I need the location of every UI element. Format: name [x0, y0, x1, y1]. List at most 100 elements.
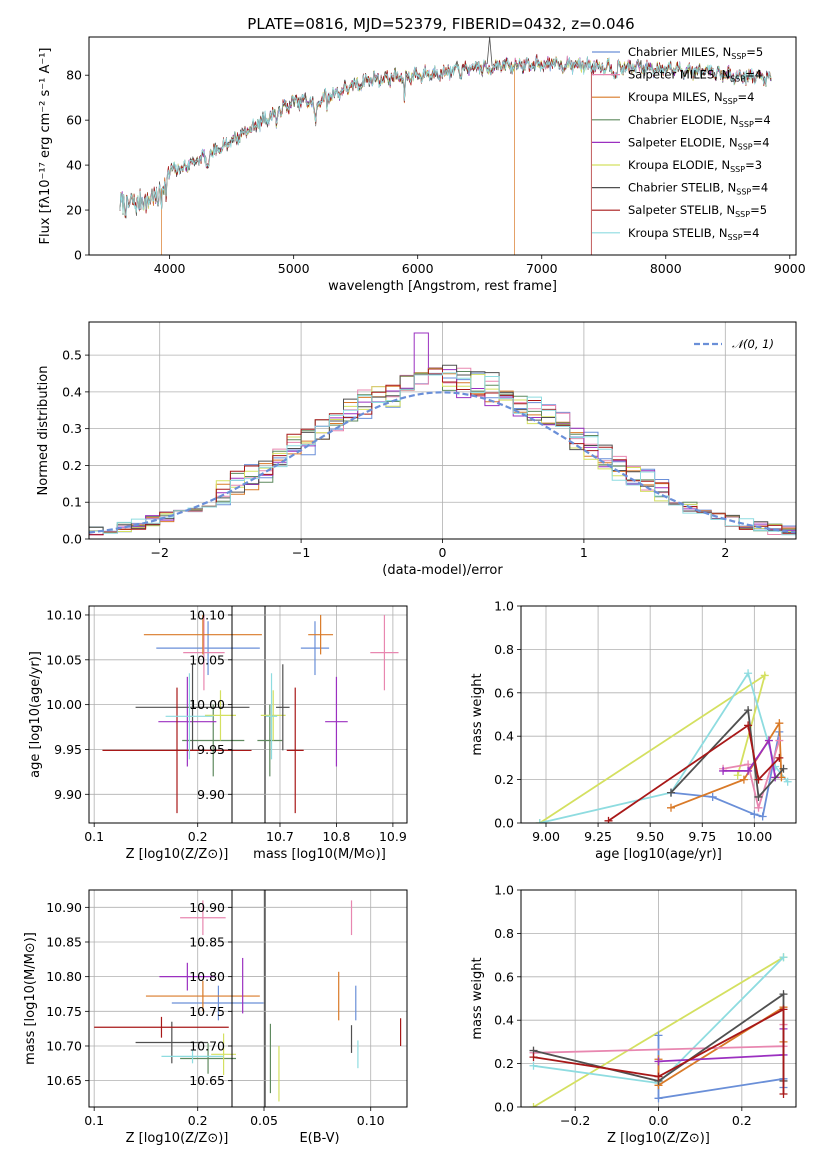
panel-weight-vs-Z: −0.2 0.0 0.2 0.0 0.2 0.4 0.6 0.8 1.0 Z [log10(Z/Z… [470, 883, 797, 1146]
x-tick-label: 9.25 [584, 829, 612, 844]
x-axis-label: wavelength [Angstrom, rest frame] [328, 279, 557, 294]
series-salpeter-elodie [654, 1024, 788, 1066]
series-marker [783, 777, 792, 786]
errorbar-salpeter-elodie [158, 676, 217, 767]
legend-count: =4 [745, 68, 762, 82]
errorbar-kroupa-miles [143, 614, 262, 655]
errorbar-salpeter-elodie [159, 962, 216, 991]
y-tick-label: 10.05 [189, 652, 225, 667]
y-tick-label: 40 [66, 158, 82, 173]
series-marker [758, 812, 767, 821]
y-axis-label: mass [log10(M/M⊙)] [23, 932, 38, 1065]
y-tick-label: 0.8 [494, 926, 514, 941]
series-line [658, 1028, 785, 1063]
legend-subscript: SSP [739, 120, 754, 129]
series-marker [708, 792, 717, 801]
series-marker [744, 669, 753, 678]
x-axis-label: Z [log10(Z/Z⊙)] [126, 847, 229, 862]
x-tick-label: 10.8 [323, 829, 351, 844]
x-tick-label: 0.0 [649, 1113, 669, 1128]
x-tick-label: 5000 [278, 261, 310, 276]
series-chabrier-miles [667, 727, 784, 821]
series-line [723, 738, 777, 778]
series-marker [719, 766, 728, 775]
errorbar-chabrier-miles [171, 985, 265, 1021]
y-tick-label: 0.2 [62, 458, 82, 473]
x-tick-label: 9.50 [636, 829, 664, 844]
series-line [539, 671, 789, 823]
series-marker [654, 1031, 663, 1040]
y-tick-label: 10.85 [189, 934, 225, 949]
y-tick-label: 10.75 [46, 1004, 82, 1019]
x-tick-label: 2 [721, 545, 729, 560]
errorbars [242, 900, 402, 1102]
series-marker [667, 803, 675, 812]
spectrum-line-kroupa-stelib [119, 56, 772, 216]
x-tick-label: 10.00 [736, 829, 772, 844]
axes-frame [231, 605, 408, 824]
x-tick-label: 0.05 [250, 1113, 278, 1128]
panel-age-vs-Z: 0.1 0.2 9.90 9.95 10.00 10.05 10.10 Z [log10(Z/… [28, 605, 266, 862]
figure-title: PLATE=0816, MJD=52379, FIBERID=0432, z=0… [247, 15, 634, 33]
legend-entry-salpeter-stelib: Salpeter STELIB, NSSP=5 [628, 203, 767, 219]
errorbars [102, 614, 262, 814]
x-tick-label: 0.1 [84, 829, 104, 844]
legend-subscript: SSP [735, 210, 750, 219]
series-marker [739, 775, 748, 784]
y-tick-label: 0.0 [494, 1100, 514, 1115]
legend-entry-salpeter-elodie: Salpeter ELODIE, NSSP=4 [628, 135, 770, 151]
y-tick-label: 10.70 [46, 1038, 82, 1053]
y-tick-label: 0.3 [62, 421, 82, 436]
series-marker [744, 721, 753, 730]
axes-frame [88, 36, 797, 256]
series-marker [604, 816, 613, 823]
y-tick-label: 10.90 [189, 900, 225, 915]
series-line [722, 740, 781, 812]
y-tick-label: 9.90 [54, 787, 82, 802]
series-marker [775, 736, 784, 745]
errorbar-kroupa-elodie [260, 690, 286, 741]
x-axis-label: (data-model)/error [382, 563, 503, 578]
legend-entry-kroupa-stelib: Kroupa STELIB, NSSP=4 [628, 226, 759, 242]
errorbar-chabrier-stelib [135, 664, 250, 751]
y-tick-label: 20 [66, 203, 82, 218]
errorbar-chabrier-elodie [180, 1043, 237, 1074]
legend-subscript: SSP [731, 52, 746, 61]
x-tick-label: −1 [292, 545, 310, 560]
errorbar-kroupa-elodie [204, 690, 237, 741]
y-tick-label: 0.1 [62, 495, 82, 510]
panel-mass-vs-Z: 0.1 0.2 10.65 10.70 10.75 10.80 10.85 10.90 Z [l… [23, 889, 266, 1146]
errorbar-salpeter-elodie [325, 676, 348, 767]
axes-frame [88, 889, 266, 1108]
x-tick-label: −0.2 [560, 1113, 590, 1128]
series-line [539, 673, 767, 823]
y-tick-label: 10.65 [46, 1073, 82, 1088]
legend-subscript: SSP [730, 75, 745, 84]
y-tick-label: 9.90 [197, 787, 225, 802]
histogram-kroupa-stelib [89, 372, 796, 536]
y-tick-label: 10.80 [46, 969, 82, 984]
axes-frame [520, 605, 797, 824]
x-tick-label: 1 [580, 545, 588, 560]
series-salpeter-stelib [604, 721, 784, 823]
emission-feature [486, 37, 493, 67]
x-tick-label: 10.7 [266, 829, 294, 844]
errorbar-kroupa-stelib [161, 1049, 224, 1064]
y-tick-label: 10.65 [189, 1073, 225, 1088]
legend-count: =5 [746, 45, 763, 59]
series-marker [775, 753, 784, 762]
series-marker [733, 771, 742, 780]
y-tick-label: 0.8 [494, 642, 514, 657]
y-tick-label: 0 [74, 248, 82, 263]
series-marker [529, 1061, 538, 1070]
legend-entry-chabrier-miles: Chabrier MILES, NSSP=5 [628, 45, 763, 61]
x-tick-label: 0.2 [732, 1113, 752, 1128]
y-tick-label: 0.0 [494, 816, 514, 831]
x-tick-label: 9.75 [688, 829, 716, 844]
y-tick-label: 0.6 [494, 969, 514, 984]
y-tick-label: 0.6 [494, 685, 514, 700]
series-marker [744, 766, 753, 775]
series-marker [779, 990, 788, 999]
series-marker [750, 810, 759, 819]
spectrum-lines [119, 37, 772, 255]
